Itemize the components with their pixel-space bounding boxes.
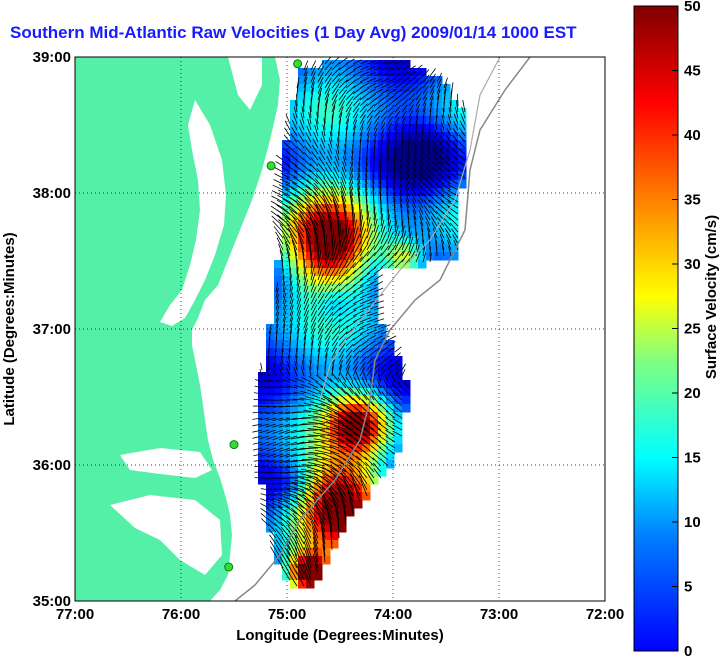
colorbar-tick-label: 45 [684, 63, 701, 80]
chesapeake-bay [160, 100, 226, 326]
radar-site-marker [266, 161, 276, 171]
colorbar-tick-label: 10 [684, 514, 701, 531]
y-tick-label: 39:00 [33, 49, 71, 66]
x-tick-label: 76:00 [162, 606, 200, 623]
bathymetry-contour [234, 57, 531, 601]
delaware-bay [228, 57, 262, 110]
colorbar-tick-label: 50 [684, 0, 701, 15]
colorbar-tick-label: 40 [684, 127, 701, 144]
velocity-vectors [252, 57, 466, 587]
colorbar-tick-label: 35 [684, 192, 701, 209]
radar-site-marker [224, 562, 234, 572]
map-title: Southern Mid-Atlantic Raw Velocities (1 … [10, 23, 577, 42]
x-tick-label: 77:00 [56, 606, 94, 623]
colorbar-ticks: 0 5 10 15 20 25 30 35 40 45 50 [672, 0, 701, 659]
x-tick-label: 75:00 [268, 606, 306, 623]
x-axis-label: Longitude (Degrees:Minutes) [236, 627, 444, 644]
colorbar-tick-label: 15 [684, 450, 701, 467]
graticule [75, 57, 605, 601]
bathymetry-contour-2 [319, 57, 501, 401]
x-axis-ticks: 77:00 76:00 75:00 74:00 73:00 72:00 [56, 606, 624, 623]
radar-site-marker [229, 440, 239, 450]
pamlico-sound [110, 495, 222, 575]
y-tick-label: 36:00 [33, 457, 71, 474]
colorbar-label: Surface Velocity (cm/s) [703, 215, 720, 379]
y-axis-ticks: 35:00 36:00 37:00 38:00 39:00 [33, 49, 71, 610]
y-axis-label: Latitude (Degrees:Minutes) [1, 232, 18, 425]
radar-site-marker [293, 59, 303, 69]
colorbar [633, 5, 679, 652]
colorbar-tick-label: 5 [684, 579, 692, 596]
x-tick-label: 74:00 [374, 606, 412, 623]
map-frame [74, 56, 606, 602]
colorbar-tick-label: 25 [684, 321, 701, 338]
colorbar-tick-label: 30 [684, 256, 701, 273]
radar-sites [224, 59, 303, 572]
albemarle-sound [120, 448, 212, 478]
y-tick-label: 37:00 [33, 321, 71, 338]
y-tick-label: 38:00 [33, 185, 71, 202]
y-tick-label: 35:00 [33, 593, 71, 610]
colorbar-tick-label: 20 [684, 385, 701, 402]
landmass [75, 57, 280, 601]
x-tick-label: 72:00 [586, 606, 624, 623]
x-tick-label: 73:00 [480, 606, 518, 623]
colorbar-tick-label: 0 [684, 643, 692, 659]
